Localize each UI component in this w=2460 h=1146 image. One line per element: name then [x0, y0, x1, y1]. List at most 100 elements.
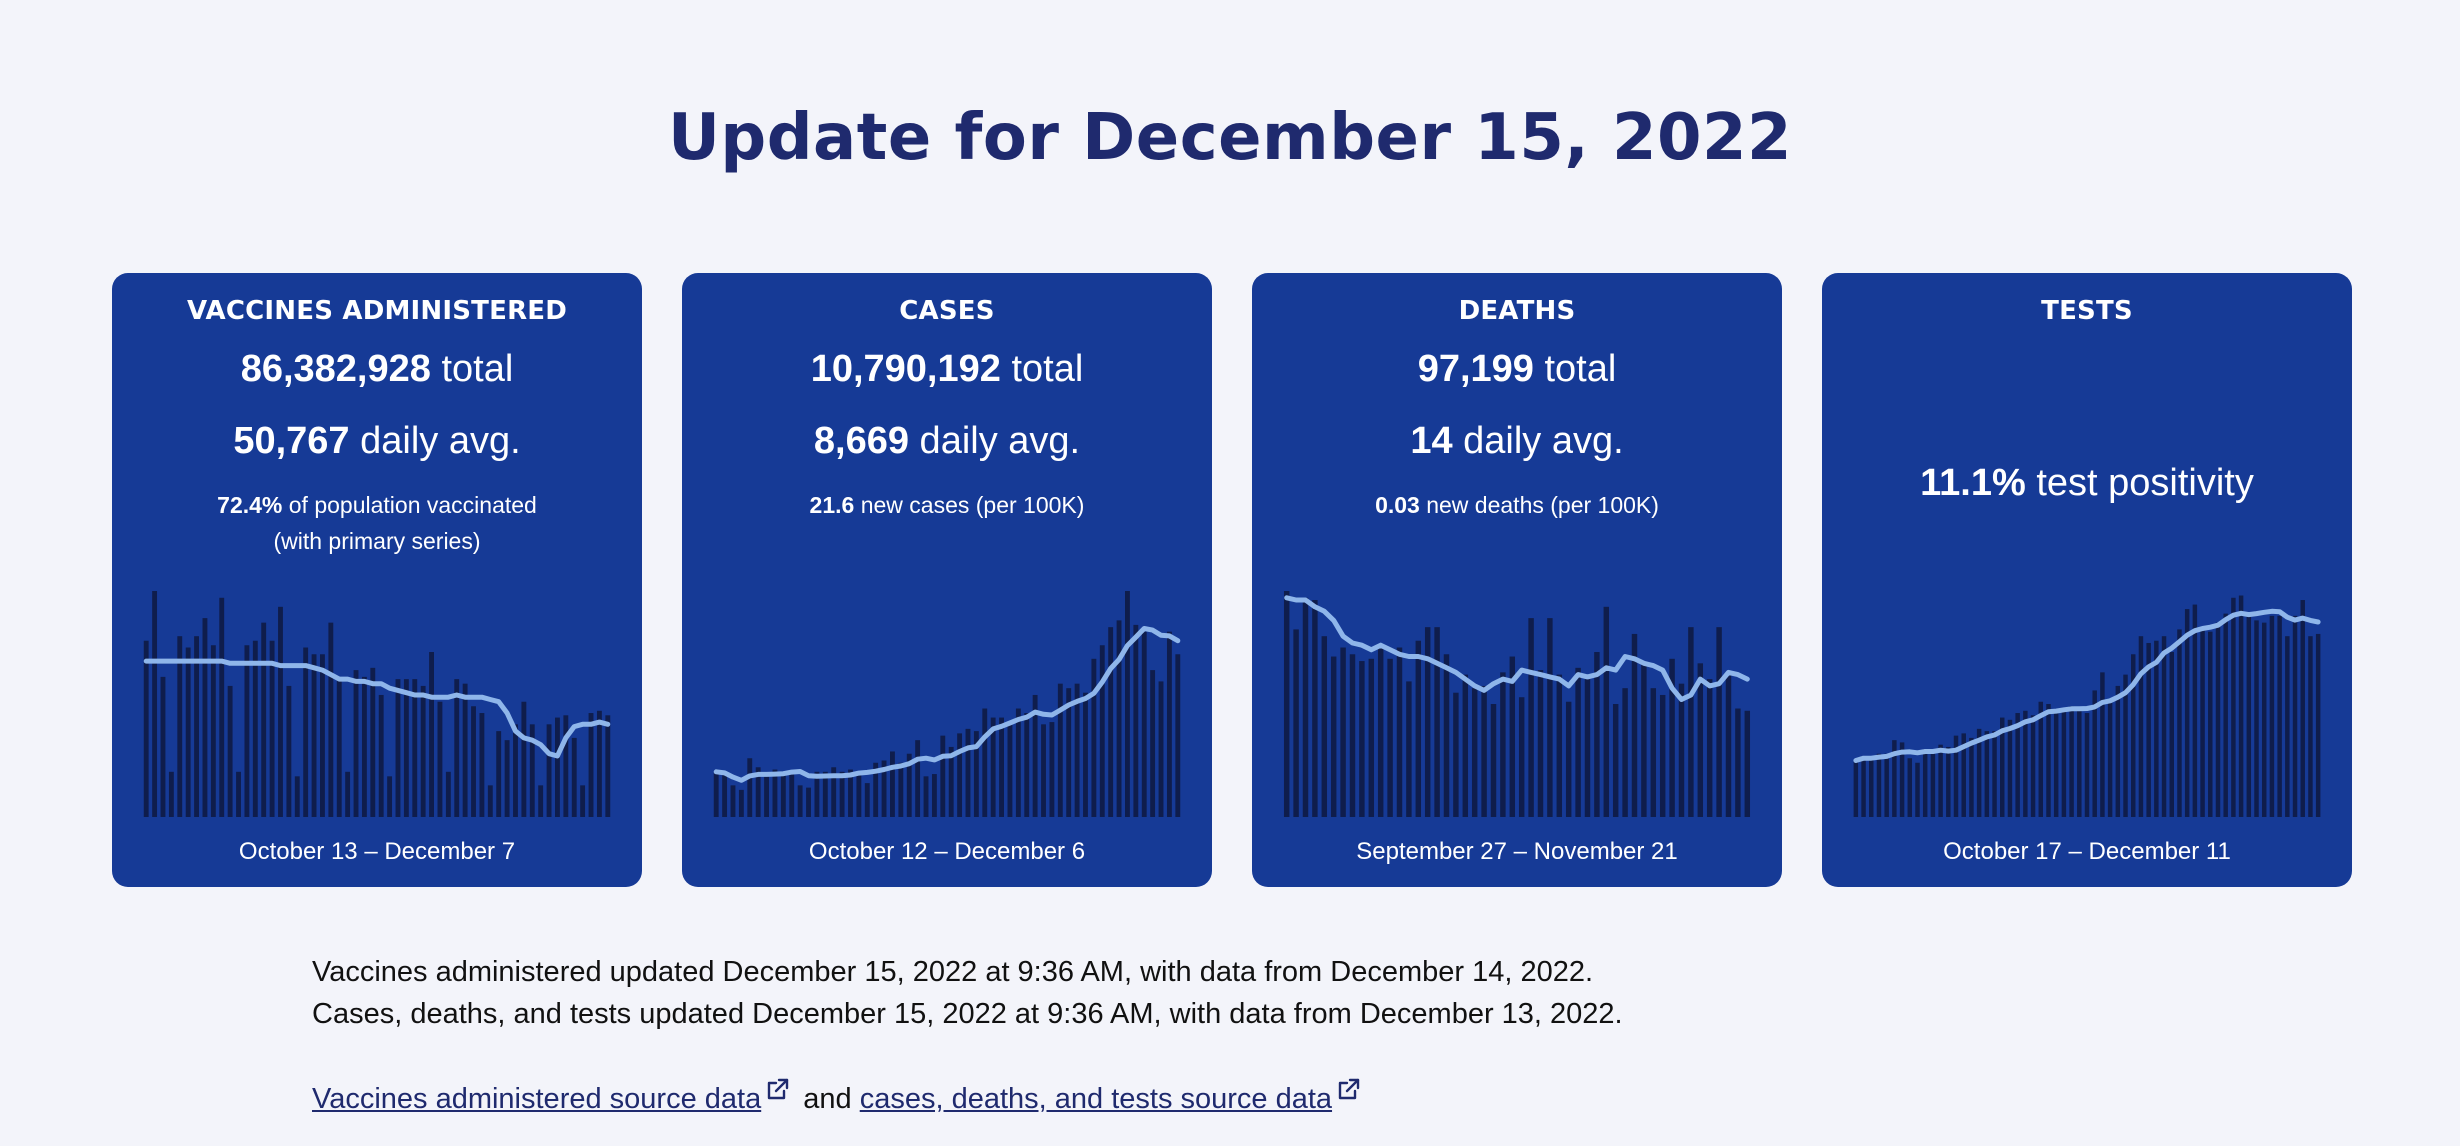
total-metric: 97,199 total	[1252, 346, 1782, 392]
bar	[1283, 591, 1290, 817]
bar	[856, 771, 862, 817]
bar	[973, 731, 979, 817]
total-value: 97,199	[1417, 348, 1534, 390]
note-value: 0.03	[1375, 492, 1420, 518]
bar	[831, 767, 837, 817]
bar	[1083, 692, 1088, 817]
bar	[873, 762, 879, 817]
bar	[1669, 658, 1675, 817]
bar	[370, 667, 376, 817]
bar	[2015, 713, 2020, 817]
bar	[1099, 645, 1105, 817]
bar	[1015, 708, 1021, 817]
bar	[1915, 762, 1920, 817]
bar	[839, 771, 845, 817]
bar	[1133, 624, 1139, 817]
bar	[1330, 656, 1337, 817]
bar	[990, 717, 996, 817]
external-link-icon[interactable]	[1336, 1078, 1360, 1102]
bar	[1108, 627, 1114, 817]
bar	[1992, 731, 1997, 817]
bar	[328, 622, 334, 817]
bar	[1057, 683, 1063, 817]
total-value: 10,790,192	[810, 348, 1001, 390]
bar	[143, 640, 149, 817]
vaccines-update-note: Vaccines administered updated December 1…	[312, 956, 1594, 988]
bar	[1892, 740, 1897, 817]
bar	[2292, 615, 2298, 817]
bar	[2269, 615, 2275, 817]
bar	[555, 717, 560, 817]
bar	[1565, 701, 1572, 817]
note-value: 72.4%	[217, 492, 283, 518]
bar	[403, 679, 409, 817]
external-link-icon[interactable]	[765, 1078, 789, 1102]
bar	[1537, 670, 1544, 817]
bar	[1622, 688, 1628, 817]
links-joiner: and	[795, 1083, 860, 1115]
card-label: DEATHS	[1458, 296, 1576, 326]
bar	[1066, 688, 1072, 817]
bar	[387, 776, 393, 817]
bar	[965, 728, 971, 817]
bar	[311, 654, 317, 817]
bar	[1735, 708, 1741, 817]
tests-card: TESTS 11.1% test positivity October 17 –…	[1822, 273, 2352, 887]
trend-line	[1853, 608, 2321, 763]
card-label: CASES	[899, 296, 995, 326]
note-value: 21.6	[809, 492, 855, 518]
bar	[1116, 620, 1122, 817]
bar	[1528, 618, 1534, 817]
daily-avg-metric: 14 daily avg.	[1252, 418, 1782, 464]
bar	[1359, 661, 1365, 817]
bar	[2115, 685, 2121, 817]
bar	[1453, 692, 1459, 817]
bar	[261, 622, 267, 817]
bar	[780, 771, 786, 817]
cases-card: CASES 10,790,192 total 8,669 daily avg. …	[682, 273, 1212, 887]
bar	[2100, 672, 2105, 817]
bar	[185, 647, 191, 817]
bar	[596, 710, 602, 817]
bar	[2261, 622, 2267, 817]
bar	[2138, 636, 2144, 817]
bar	[202, 618, 208, 817]
total-metric: 86,382,928 total	[112, 346, 642, 392]
daily-avg-suffix: daily avg.	[349, 420, 521, 462]
bar	[2277, 615, 2282, 817]
bar	[1716, 627, 1722, 817]
bar	[806, 787, 811, 817]
bar	[1434, 627, 1440, 817]
total-suffix: total	[1533, 348, 1617, 390]
total-metric: 10,790,192 total	[682, 346, 1212, 392]
bar	[345, 771, 351, 817]
bar	[210, 645, 216, 817]
bar	[194, 636, 199, 817]
bar	[580, 785, 586, 817]
page-title: Update for December 15, 2022	[667, 101, 1793, 175]
bar	[1024, 713, 1030, 817]
bar	[2092, 690, 2097, 817]
bar	[1150, 670, 1156, 817]
vaccines-source-link[interactable]: Vaccines administered source data	[312, 1083, 762, 1115]
deaths-sparkline-chart	[1283, 591, 1751, 817]
bar	[906, 753, 912, 817]
bar	[1650, 688, 1657, 817]
bar	[1930, 753, 1936, 817]
bar	[1861, 755, 1866, 817]
date-range: September 27 – November 21	[1356, 838, 1678, 865]
bar	[730, 785, 736, 817]
bar	[1415, 640, 1422, 817]
bar	[236, 771, 241, 817]
bar	[1471, 688, 1478, 817]
bar	[2131, 654, 2136, 817]
trend-line	[1284, 595, 1750, 702]
bar	[529, 724, 535, 817]
bar	[2107, 701, 2113, 817]
bar	[1688, 627, 1694, 817]
bar	[445, 771, 451, 817]
bar	[1744, 710, 1751, 817]
cases-deaths-tests-source-link[interactable]: cases, deaths, and tests source data	[859, 1083, 1333, 1115]
test-positivity-value: 11.1%	[1920, 462, 2026, 504]
date-range: October 13 – December 7	[238, 838, 516, 865]
